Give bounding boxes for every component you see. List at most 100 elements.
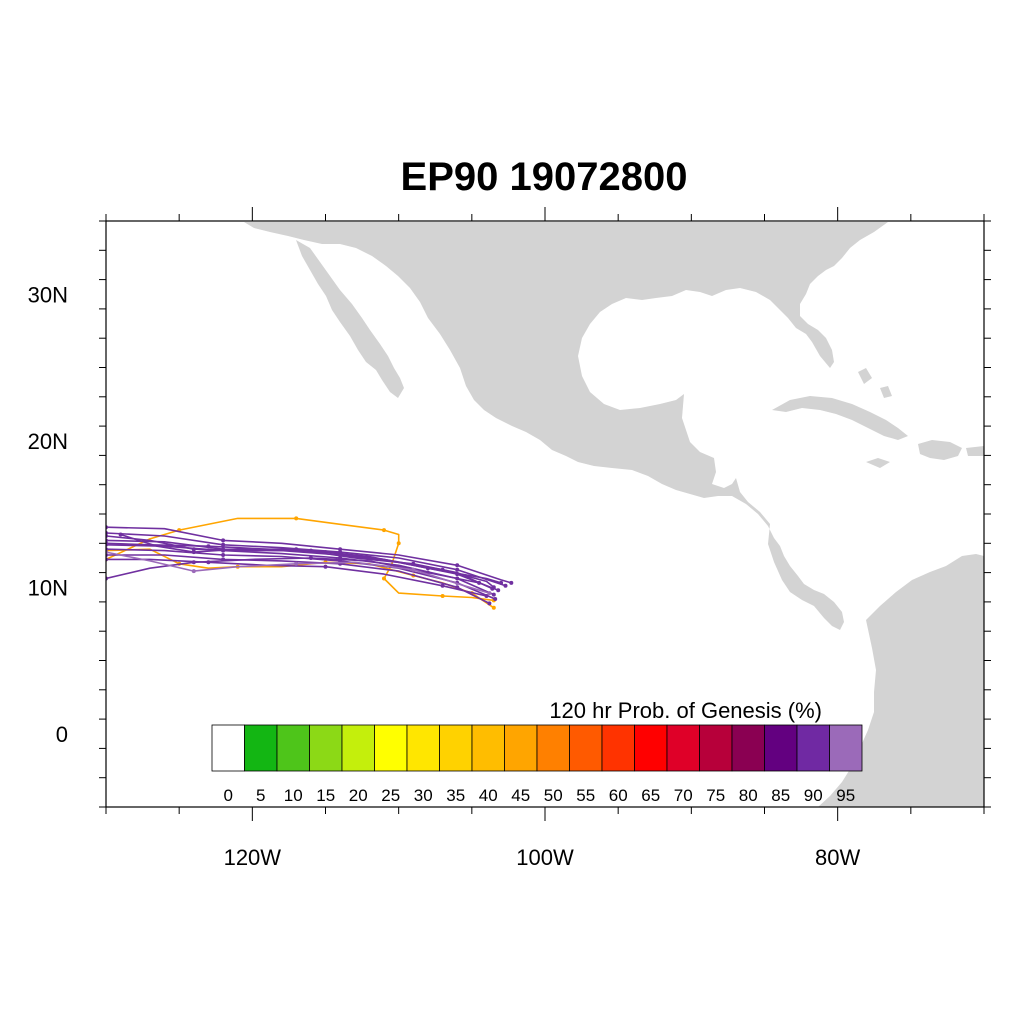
colorbar-box: [309, 724, 343, 772]
colorbar-label: 40: [479, 786, 498, 805]
track-12-point: [487, 591, 492, 596]
map-title: EP90 19072800: [401, 155, 688, 199]
colorbar-label: 45: [511, 786, 530, 805]
land-hispaniola: [918, 440, 962, 460]
track-9: [106, 558, 488, 597]
track-3-point: [221, 538, 226, 543]
track-9-point: [440, 583, 445, 588]
track-3-point: [509, 580, 514, 585]
colorbar-box: [829, 724, 863, 772]
colorbar-labels: 0 5 10 15 20 25 30 35 40 45 50 55 60 65 70 75 80 85 90 95: [224, 786, 856, 805]
colorbar-label: 55: [576, 786, 595, 805]
colorbar-box: [244, 724, 278, 772]
colorbar-label: 90: [804, 786, 823, 805]
colorbar-box: [504, 724, 538, 772]
track-1-point: [440, 594, 445, 598]
track-14-point: [294, 547, 299, 552]
colorbar-box: [406, 724, 440, 772]
track-11-point: [191, 547, 196, 552]
lon-tick-label: 100W: [516, 845, 574, 870]
colorbar-title: 120 hr Prob. of Genesis (%): [549, 698, 822, 723]
land-layer: [244, 222, 984, 807]
colorbar-label: 5: [256, 786, 265, 805]
track-1-point: [396, 541, 401, 546]
colorbar-label: 60: [609, 786, 628, 805]
colorbar-label: 70: [674, 786, 693, 805]
track-14-point: [411, 561, 416, 566]
track-9-point: [484, 594, 489, 598]
lat-tick-label: 20N: [28, 429, 68, 454]
track-14-point: [191, 550, 196, 555]
land-cuba: [772, 396, 908, 440]
colorbar-label: 80: [739, 786, 758, 805]
colorbar-box: [731, 724, 765, 772]
track-12-point: [191, 569, 196, 574]
lat-tick-label: 30N: [28, 282, 68, 307]
colorbar-box: [699, 724, 733, 772]
track-12-point: [294, 561, 299, 566]
track-10-point: [191, 560, 196, 565]
track-1-point: [294, 516, 299, 521]
land-puerto-rico: [966, 446, 984, 456]
colorbar-label: 0: [224, 786, 233, 805]
colorbar-box: [796, 724, 830, 772]
lat-tick-label: 0: [56, 722, 68, 747]
land-north-america: [244, 222, 888, 630]
land-baja-california: [296, 240, 404, 398]
track-7-point: [493, 597, 498, 601]
lat-tick-label: 10N: [28, 575, 68, 600]
colorbar: 120 hr Prob. of Genesis (%) 0 5 10 15 20 25 30…: [211, 698, 863, 805]
track-9-point: [323, 564, 328, 569]
track-4-point: [455, 567, 460, 572]
colorbar-box: [341, 724, 375, 772]
ensemble-tracks: [106, 516, 514, 610]
colorbar-label: 15: [316, 786, 335, 805]
colorbar-label: 10: [284, 786, 303, 805]
colorbar-label: 35: [446, 786, 465, 805]
colorbar-label: 65: [641, 786, 660, 805]
track-14-point: [118, 532, 123, 537]
track-3-point: [338, 547, 343, 552]
track-4-point: [503, 583, 508, 588]
colorbar-box: [569, 724, 603, 772]
track-2-point: [491, 605, 496, 610]
colorbar-box: [666, 724, 700, 772]
colorbar-label: 20: [349, 786, 368, 805]
colorbar-label: 50: [544, 786, 563, 805]
land-jamaica: [866, 458, 890, 468]
colorbar-box: [471, 724, 505, 772]
axis-tick-labels: 120W 100W 80W 30N 20N 10N 0: [28, 282, 861, 870]
colorbar-label: 75: [706, 786, 725, 805]
colorbar-box: [374, 724, 408, 772]
track-7-point: [221, 553, 226, 557]
colorbar-box: [601, 724, 635, 772]
track-8-point: [487, 601, 492, 606]
track-1-point: [382, 528, 386, 533]
track-4-point: [221, 542, 226, 547]
track-11-point: [499, 580, 504, 585]
colorbar-box: [634, 724, 668, 772]
track-13-point: [206, 544, 211, 549]
colorbar-label: 95: [836, 786, 855, 805]
lon-tick-label: 80W: [815, 845, 860, 870]
track-12-point: [411, 567, 416, 572]
land-south-america: [818, 554, 984, 807]
colorbar-box: [211, 724, 245, 772]
colorbar-boxes: [211, 724, 863, 772]
colorbar-box: [536, 724, 570, 772]
track-8: [106, 554, 491, 605]
track-6-point: [491, 592, 496, 597]
track-3-point: [455, 563, 460, 568]
track-5-point: [496, 588, 501, 593]
axis-ticks: [99, 207, 991, 821]
lon-tick-label: 120W: [224, 845, 282, 870]
land-bahamas: [858, 368, 892, 398]
track-10-point: [308, 556, 313, 560]
colorbar-label: 85: [771, 786, 790, 805]
colorbar-label: 25: [381, 786, 400, 805]
colorbar-box: [764, 724, 798, 772]
track-1-point: [382, 576, 386, 581]
colorbar-box: [276, 724, 310, 772]
track-14-point: [490, 586, 495, 591]
